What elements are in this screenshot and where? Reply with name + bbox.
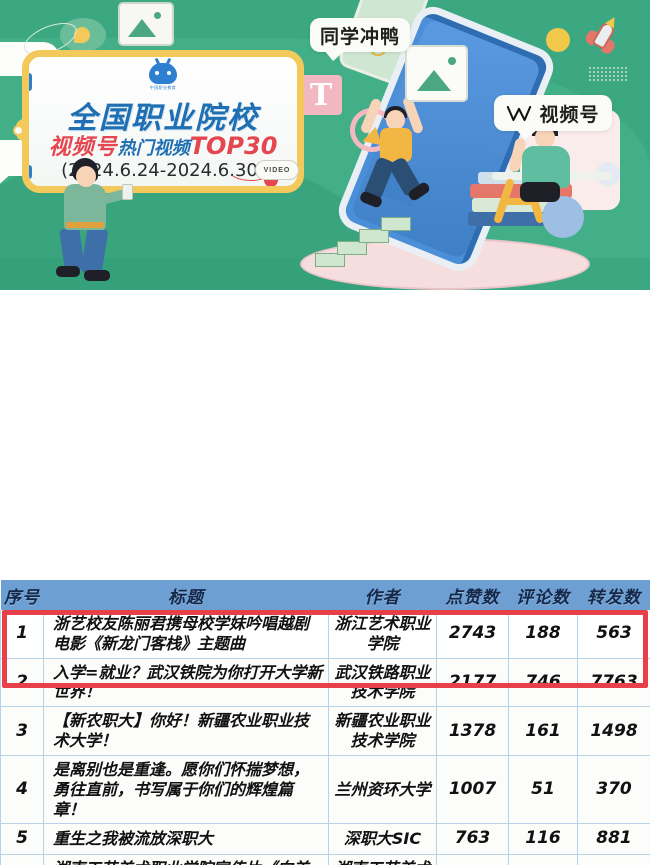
cell-likes: 2743	[436, 610, 509, 659]
cell-author: 浙江艺术职业学院	[328, 610, 437, 659]
banner-title-line2: 视频号热门视频TOP30	[29, 129, 297, 161]
cell-rank: 1	[0, 610, 44, 659]
table-row[interactable]: 1 浙艺校友陈丽君携母校学妹吟唱越剧电影《新龙门客栈》主题曲 浙江艺术职业学院 …	[0, 610, 650, 659]
image-card-icon	[405, 45, 468, 102]
banner-title-channels: 视频号	[48, 135, 118, 160]
org-logo-caption: 中国职业教育	[149, 85, 177, 90]
cell-shares: 563	[577, 610, 650, 659]
dot-grid-decor	[588, 66, 628, 82]
cell-rank: 2	[0, 657, 44, 708]
cell-rank: 4	[0, 754, 44, 825]
letter-t-decor: T	[300, 75, 342, 115]
ranking-table-container: 序号 标题 作者 点赞数 评论数 转发数 1 浙艺校友陈丽君携母校学妹吟唱越剧电…	[0, 580, 650, 865]
column-header-title: 标题	[43, 580, 329, 610]
cell-title: 浙艺校友陈丽君携母校学妹吟唱越剧电影《新龙门客栈》主题曲	[43, 610, 329, 659]
cell-likes: 720	[436, 853, 509, 865]
sun-decor	[546, 28, 570, 52]
cell-comments: 188	[508, 610, 578, 659]
person-walking-illustration	[56, 158, 133, 286]
cell-shares: 881	[577, 823, 650, 855]
column-header-shares: 转发数	[577, 580, 650, 610]
cell-likes: 1378	[436, 706, 509, 756]
cell-likes: 2177	[436, 657, 509, 708]
cell-shares: 898	[577, 853, 650, 865]
planet-icon	[60, 18, 106, 52]
cell-comments: 161	[508, 706, 578, 756]
column-header-comments: 评论数	[508, 580, 578, 610]
banner-date-range: (2024.6.24-2024.6.30)	[61, 160, 265, 181]
cell-title: 湖南工艺美术职业学院宣传片《向美而行》全球首发!	[43, 853, 329, 865]
stairs-illustration	[315, 213, 411, 268]
callout-channels-label: 视频号	[539, 104, 600, 126]
person-jumping-illustration	[358, 95, 452, 216]
cell-comments: 116	[508, 823, 578, 855]
cell-title: 【新农职大】你好！新疆农业职业技术大学！	[43, 706, 329, 756]
cell-likes: 763	[436, 823, 509, 855]
callout-students-label: 同学冲鸭	[319, 26, 400, 48]
exercise-ball-decor	[542, 196, 584, 238]
cell-comments: 39	[508, 853, 578, 865]
column-header-rank: 序号	[0, 580, 44, 610]
cell-rank: 3	[0, 706, 44, 756]
column-header-author: 作者	[328, 580, 437, 610]
cell-title: 入学=就业？武汉铁院为你打开大学新世界！	[43, 657, 329, 708]
column-header-likes: 点赞数	[436, 580, 509, 610]
ranking-table: 序号 标题 作者 点赞数 评论数 转发数 1 浙艺校友陈丽君携母校学妹吟唱越剧电…	[0, 580, 650, 865]
banner-title-line1: 全国职业院校	[67, 101, 259, 136]
cell-likes: 1007	[436, 754, 509, 825]
table-body: 1 浙艺校友陈丽君携母校学妹吟唱越剧电影《新龙门客栈》主题曲 浙江艺术职业学院 …	[0, 610, 650, 865]
hero-banner: T	[0, 0, 650, 290]
callout-channels: 视频号	[494, 95, 612, 140]
photo-card-icon	[118, 2, 174, 46]
table-row[interactable]: 2 入学=就业？武汉铁院为你打开大学新世界！ 武汉铁路职业技术学院 2177 7…	[0, 657, 650, 708]
cell-author: 兰州资环大学	[328, 754, 437, 825]
cell-shares: 370	[577, 754, 650, 825]
cell-shares: 1498	[577, 706, 650, 756]
callout-students: 同学冲鸭	[310, 18, 410, 61]
cell-author: 湖南工艺美术职业学院	[328, 853, 437, 865]
cell-comments: 51	[508, 754, 578, 825]
chair-decor	[493, 177, 545, 230]
table-row[interactable]: 4 是离别也是重逢。愿你们怀揣梦想，勇往直前，书写属于你们的辉煌篇章！ 兰州资环…	[0, 754, 650, 825]
cell-title: 是离别也是重逢。愿你们怀揣梦想，勇往直前，书写属于你们的辉煌篇章！	[43, 754, 329, 825]
table-row[interactable]: 5 重生之我被流放深职大 深职大SIC 763 116 881	[0, 823, 650, 855]
person-seated-illustration	[508, 120, 590, 230]
banner-title-top30: TOP30	[189, 132, 278, 160]
org-logo-icon: 中国职业教育	[146, 63, 180, 93]
cell-title: 重生之我被流放深职大	[43, 823, 329, 855]
rocket-icon	[581, 13, 626, 61]
video-pill-badge: VIDEO	[255, 160, 299, 180]
wechat-channels-icon	[507, 105, 532, 121]
cell-author: 武汉铁路职业技术学院	[328, 657, 437, 708]
banner-title-hot: 热门视频	[117, 138, 190, 159]
cell-comments: 746	[508, 657, 578, 708]
cell-shares: 7763	[577, 657, 650, 708]
table-row[interactable]: 6 湖南工艺美术职业学院宣传片《向美而行》全球首发! 湖南工艺美术职业学院 72…	[0, 853, 650, 865]
cell-rank: 5	[0, 823, 44, 855]
table-header-row: 序号 标题 作者 点赞数 评论数 转发数	[0, 580, 650, 610]
cell-rank: 6	[0, 853, 44, 865]
table-row[interactable]: 3 【新农职大】你好！新疆农业职业技术大学！ 新疆农业职业技术学院 1378 1…	[0, 706, 650, 756]
cell-author: 深职大SIC	[328, 823, 437, 855]
cell-author: 新疆农业职业技术学院	[328, 706, 437, 756]
